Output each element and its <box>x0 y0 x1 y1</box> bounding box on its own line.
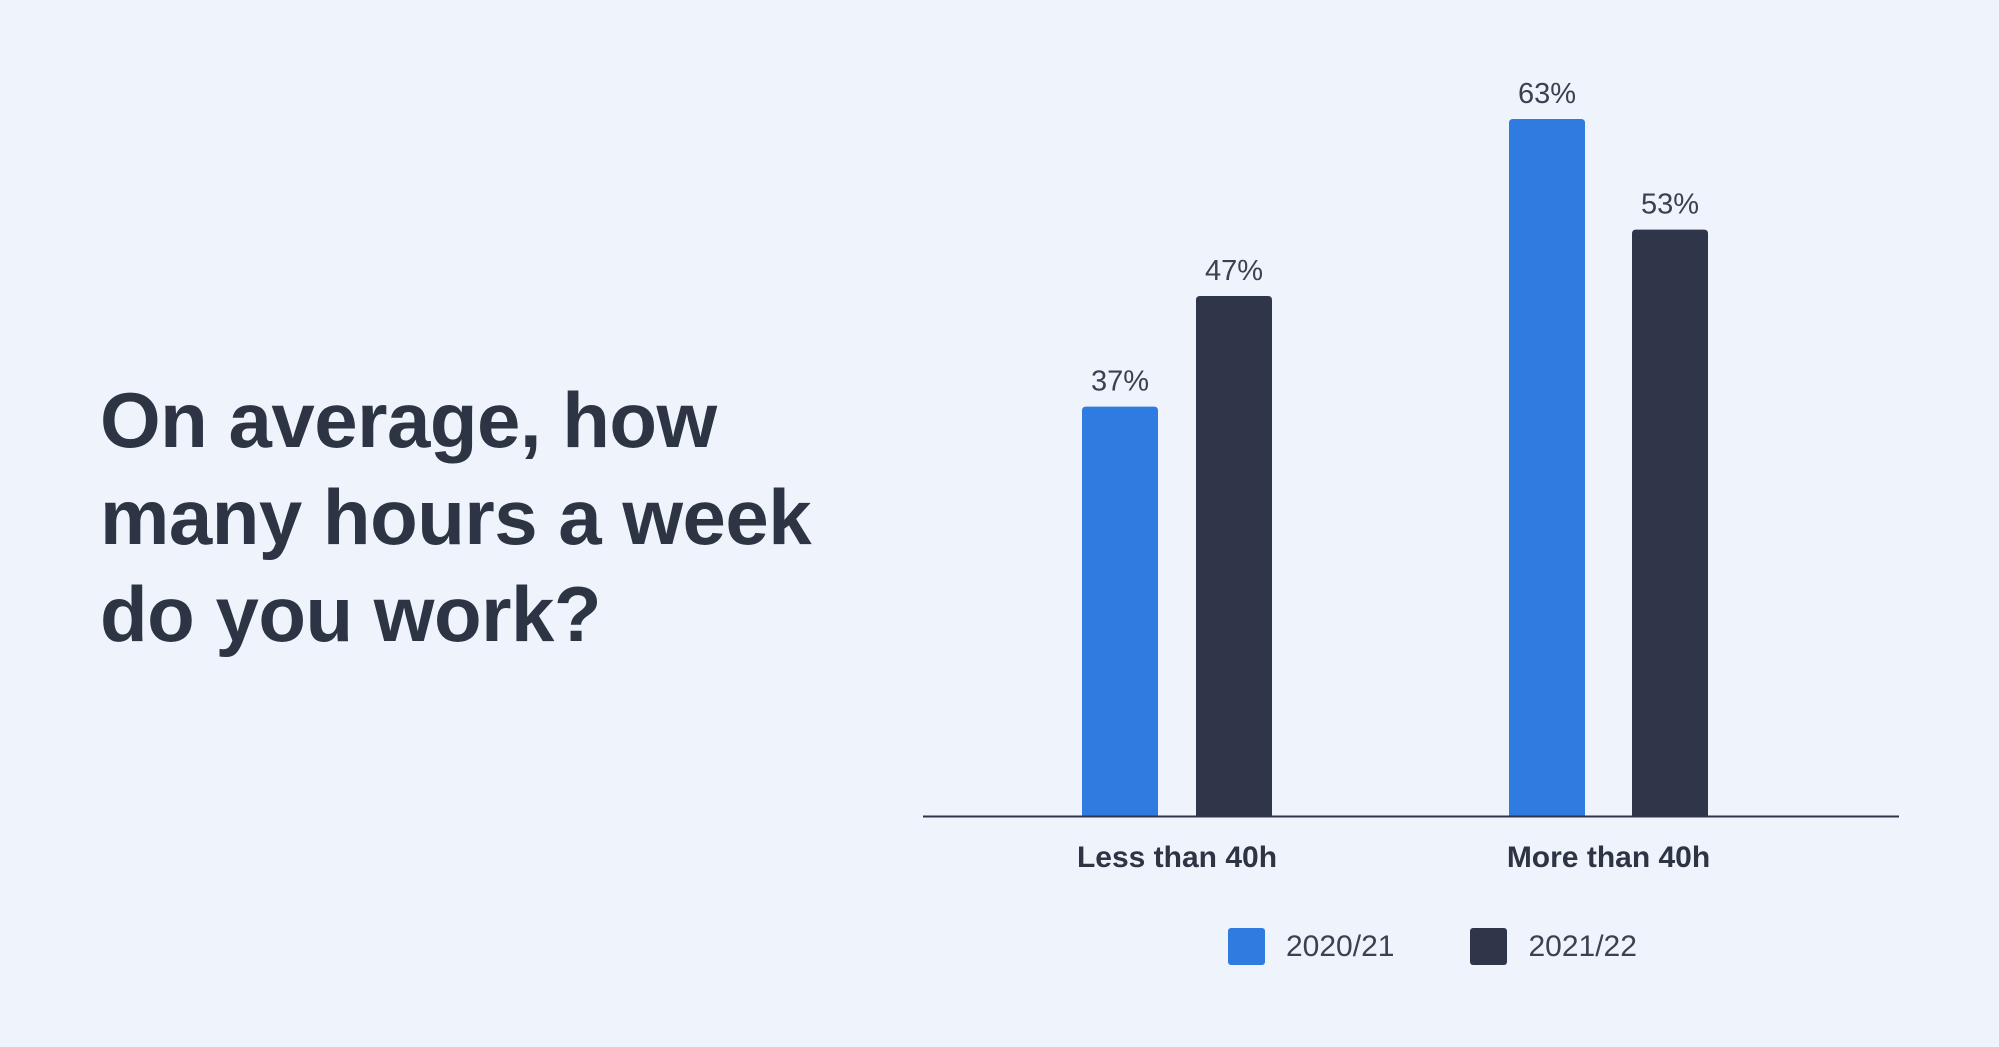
bar-0-0 <box>1082 406 1158 816</box>
legend-item-2021-22: 2021/22 <box>1470 928 1637 965</box>
bar-value-label-0-0: 37% <box>1091 366 1149 398</box>
bar-value-label-0-1: 47% <box>1205 255 1263 287</box>
legend-label-2021-22: 2021/22 <box>1528 930 1637 963</box>
legend-label-2020-21: 2020/21 <box>1286 930 1395 963</box>
bar-1-0 <box>1509 119 1585 816</box>
legend-swatch-2020-21 <box>1228 928 1265 965</box>
legend-swatch-2021-22 <box>1470 928 1508 965</box>
chart-legend: 2020/21 2021/22 <box>1228 928 1713 965</box>
chart-question-title: On average, how many hours a week do you… <box>100 376 812 658</box>
bar-0-1 <box>1196 296 1272 816</box>
legend-item-2020-21: 2020/21 <box>1228 928 1394 965</box>
category-label-0: Less than 40h <box>1077 841 1277 874</box>
category-label-1: More than 40h <box>1507 841 1710 874</box>
bar-value-label-1-0: 63% <box>1518 78 1576 110</box>
bar-value-label-1-1: 53% <box>1641 189 1699 221</box>
bar-1-1 <box>1632 229 1708 817</box>
